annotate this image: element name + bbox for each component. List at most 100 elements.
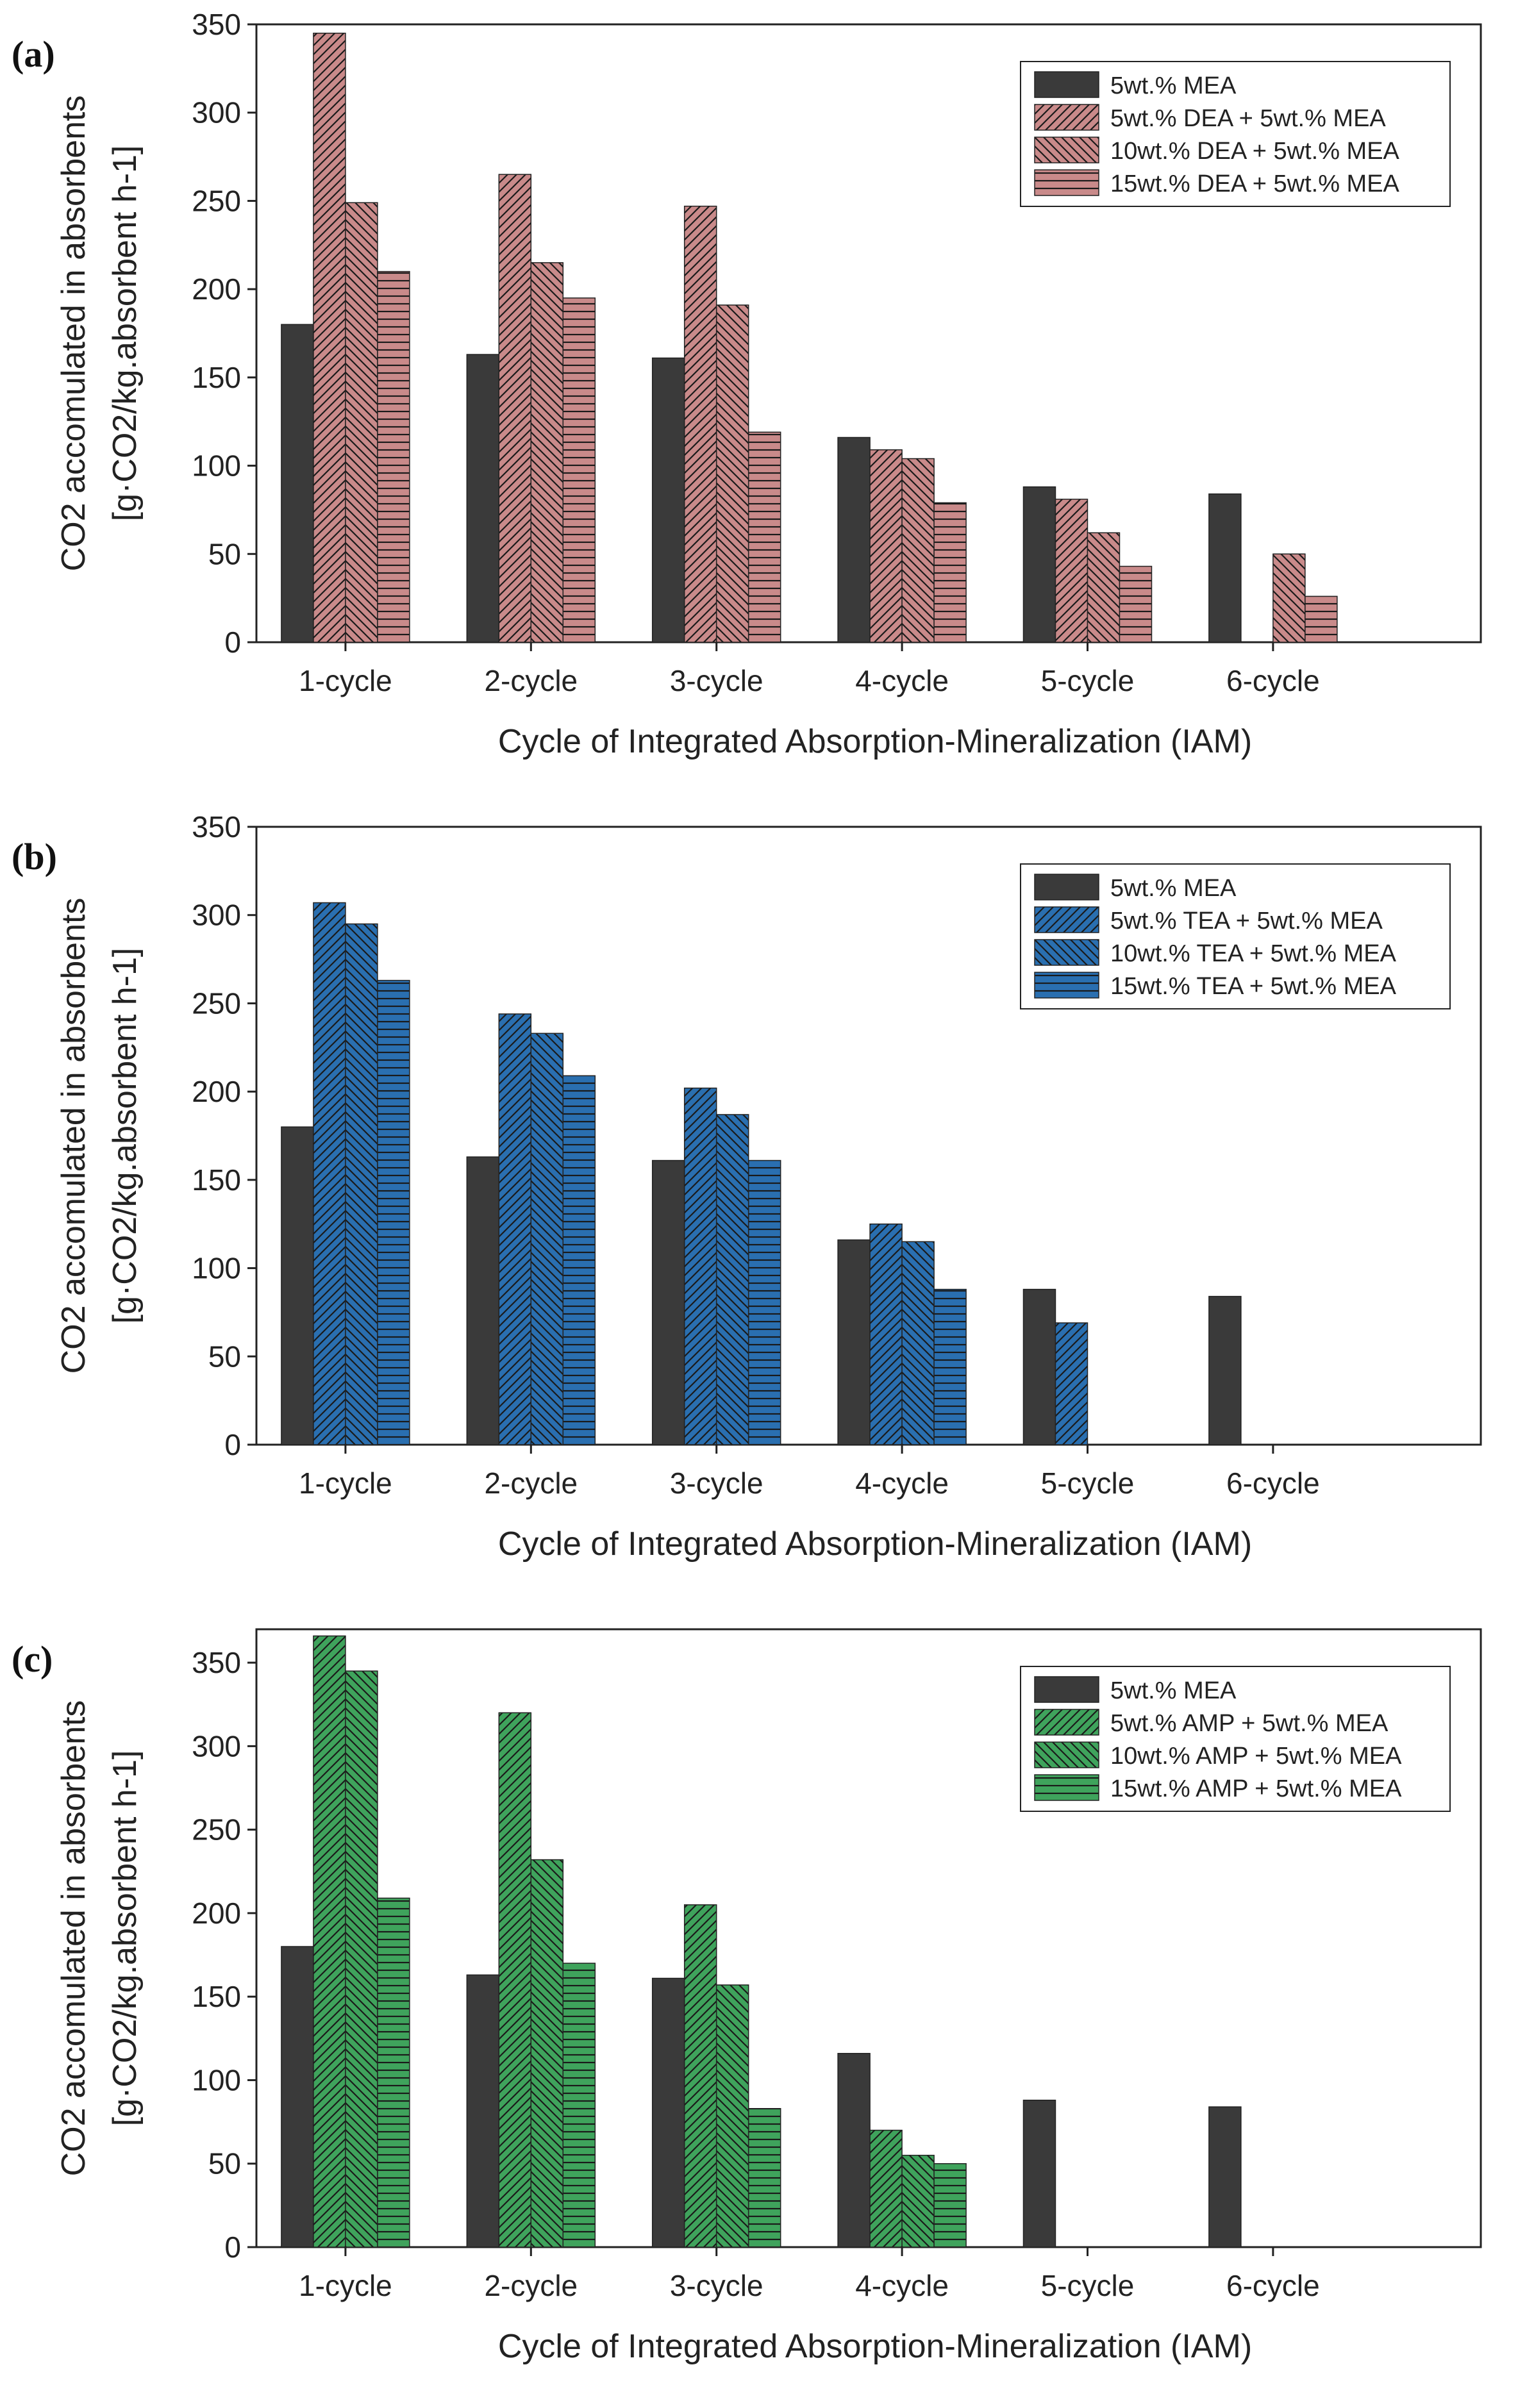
legend-label: 10wt.% TEA + 5wt.% MEA bbox=[1110, 940, 1397, 967]
x-tick-label: 4-cycle bbox=[855, 664, 949, 697]
x-axis-title: Cycle of Integrated Absorption-Mineraliz… bbox=[498, 1525, 1252, 1563]
bar-diag-up-4-cycle bbox=[869, 2129, 903, 2248]
bar-mea-5-cycle bbox=[1022, 1288, 1056, 1445]
y-axis-title-line2: [g·CO2/kg.absorbent h-1] bbox=[106, 1750, 144, 2127]
bar-diag-up-5-cycle bbox=[1055, 1322, 1088, 1445]
bar-diag-down-2-cycle bbox=[530, 1033, 564, 1445]
x-tick-label: 3-cycle bbox=[670, 664, 763, 697]
x-axis-title: Cycle of Integrated Absorption-Mineraliz… bbox=[498, 723, 1252, 760]
bar-mea-3-cycle bbox=[651, 1159, 685, 1445]
bar-mea-6-cycle bbox=[1208, 1295, 1242, 1445]
bar-horizontal-1-cycle bbox=[377, 270, 410, 643]
legend: 5wt.% MEA 5wt.% TEA + 5wt.% MEA 10wt.% TEA… bbox=[1020, 863, 1451, 1009]
legend-label: 15wt.% AMP + 5wt.% MEA bbox=[1110, 1775, 1402, 1802]
bar-diag-down-2-cycle bbox=[530, 262, 564, 643]
legend-swatch bbox=[1034, 1774, 1099, 1801]
y-tick-label: 150 bbox=[192, 361, 241, 394]
y-axis-title-line1: CO2 accomulated in absorbents bbox=[55, 898, 92, 1374]
x-tick-label: 4-cycle bbox=[855, 1466, 949, 1500]
bar-diag-down-1-cycle bbox=[345, 1670, 378, 2248]
legend-swatch bbox=[1034, 1709, 1099, 1736]
bar-diag-down-3-cycle bbox=[715, 1114, 749, 1445]
bar-mea-2-cycle bbox=[466, 1156, 500, 1445]
bar-horizontal-2-cycle bbox=[562, 297, 596, 643]
y-axis-title-line1: CO2 accomulated in absorbents bbox=[55, 1700, 92, 2177]
legend-swatch bbox=[1034, 71, 1099, 98]
x-tick-label: 1-cycle bbox=[299, 664, 392, 697]
legend-swatch bbox=[1034, 1676, 1099, 1703]
y-tick-label: 350 bbox=[192, 1646, 241, 1679]
legend-label: 5wt.% TEA + 5wt.% MEA bbox=[1110, 908, 1383, 934]
y-tick-label: 50 bbox=[208, 537, 241, 570]
y-tick-label: 100 bbox=[192, 449, 241, 483]
y-tick-label: 350 bbox=[192, 8, 241, 41]
y-tick-label: 300 bbox=[192, 1729, 241, 1763]
legend-label: 15wt.% TEA + 5wt.% MEA bbox=[1110, 973, 1397, 1000]
bar-mea-2-cycle bbox=[466, 354, 500, 643]
y-tick-label: 100 bbox=[192, 2063, 241, 2097]
bar-mea-5-cycle bbox=[1022, 2099, 1056, 2248]
y-tick-label: 50 bbox=[208, 1340, 241, 1373]
panel-label: (c) bbox=[12, 1638, 53, 1680]
y-tick-label: 250 bbox=[192, 184, 241, 217]
bar-mea-3-cycle bbox=[651, 357, 685, 643]
legend-swatch bbox=[1034, 874, 1099, 901]
y-tick-label: 350 bbox=[192, 810, 241, 843]
x-tick-label: 1-cycle bbox=[299, 1466, 392, 1500]
legend-label: 10wt.% DEA + 5wt.% MEA bbox=[1110, 138, 1400, 165]
legend-swatch bbox=[1034, 906, 1099, 933]
y-axis-title-line2: [g·CO2/kg.absorbent h-1] bbox=[106, 145, 144, 522]
chart-svg: 0 50 100 150 200 250 300 350 1-cycle 2-cycle 3-cyc… bbox=[12, 8, 1482, 760]
bar-diag-down-3-cycle bbox=[715, 304, 749, 643]
bar-mea-1-cycle bbox=[281, 324, 314, 643]
x-tick-label: 5-cycle bbox=[1041, 2269, 1135, 2302]
bar-diag-up-1-cycle bbox=[313, 902, 346, 1445]
bar-diag-up-4-cycle bbox=[869, 1223, 903, 1445]
x-axis-title: Cycle of Integrated Absorption-Mineraliz… bbox=[498, 2328, 1252, 2365]
bar-mea-1-cycle bbox=[281, 1946, 314, 2248]
bar-mea-2-cycle bbox=[466, 1974, 500, 2248]
bar-mea-6-cycle bbox=[1208, 2106, 1242, 2248]
x-tick-label: 2-cycle bbox=[484, 664, 578, 697]
bar-diag-down-4-cycle bbox=[901, 458, 935, 643]
x-tick-label: 4-cycle bbox=[855, 2269, 949, 2302]
chart-panel-c: 0 50 100 150 200 250 300 350 1-cycle 2-cycle 3-cyc… bbox=[0, 1605, 1518, 2407]
bar-horizontal-6-cycle bbox=[1305, 595, 1338, 643]
bar-diag-down-1-cycle bbox=[345, 202, 378, 643]
x-tick-label: 2-cycle bbox=[484, 1466, 578, 1500]
chart-svg: 0 50 100 150 200 250 300 350 1-cycle 2-cycle 3-cyc… bbox=[12, 1628, 1482, 2365]
bar-diag-up-5-cycle bbox=[1055, 499, 1088, 643]
bar-mea-6-cycle bbox=[1208, 493, 1242, 643]
bar-diag-down-5-cycle bbox=[1087, 532, 1121, 643]
legend-label: 15wt.% DEA + 5wt.% MEA bbox=[1110, 170, 1400, 197]
bar-diag-up-3-cycle bbox=[683, 1904, 717, 2248]
legend-swatch bbox=[1034, 104, 1099, 131]
y-axis-title-line2: [g·CO2/kg.absorbent h-1] bbox=[106, 948, 144, 1324]
y-tick-label: 150 bbox=[192, 1980, 241, 2013]
bar-diag-down-2-cycle bbox=[530, 1859, 564, 2248]
legend-label: 5wt.% DEA + 5wt.% MEA bbox=[1110, 105, 1386, 132]
x-tick-label: 3-cycle bbox=[670, 1466, 763, 1500]
x-tick-label: 1-cycle bbox=[299, 2269, 392, 2302]
bar-horizontal-5-cycle bbox=[1119, 565, 1153, 643]
x-tick-label: 3-cycle bbox=[670, 2269, 763, 2302]
legend: 5wt.% MEA 5wt.% DEA + 5wt.% MEA 10wt.% DEA… bbox=[1020, 61, 1451, 207]
bar-diag-up-1-cycle bbox=[313, 33, 346, 643]
bar-diag-up-3-cycle bbox=[683, 205, 717, 643]
y-tick-label: 250 bbox=[192, 986, 241, 1020]
legend-swatch bbox=[1034, 939, 1099, 966]
y-tick-label: 0 bbox=[224, 2230, 241, 2264]
bar-diag-up-2-cycle bbox=[498, 1712, 532, 2248]
y-tick-label: 200 bbox=[192, 272, 241, 306]
bar-diag-up-2-cycle bbox=[498, 1013, 532, 1445]
x-tick-label: 6-cycle bbox=[1226, 2269, 1320, 2302]
chart-panel-b: 0 50 100 150 200 250 300 350 1-cycle 2-cycle 3-cyc… bbox=[0, 802, 1518, 1605]
y-tick-label: 200 bbox=[192, 1075, 241, 1108]
bar-mea-5-cycle bbox=[1022, 486, 1056, 643]
bar-diag-down-4-cycle bbox=[901, 2154, 935, 2248]
legend-swatch bbox=[1034, 169, 1099, 196]
y-tick-label: 300 bbox=[192, 96, 241, 129]
chart-panel-a: 0 50 100 150 200 250 300 350 1-cycle 2-cycle 3-cyc… bbox=[0, 0, 1518, 802]
bar-mea-4-cycle bbox=[837, 2053, 871, 2248]
bar-horizontal-3-cycle bbox=[747, 1159, 781, 1445]
